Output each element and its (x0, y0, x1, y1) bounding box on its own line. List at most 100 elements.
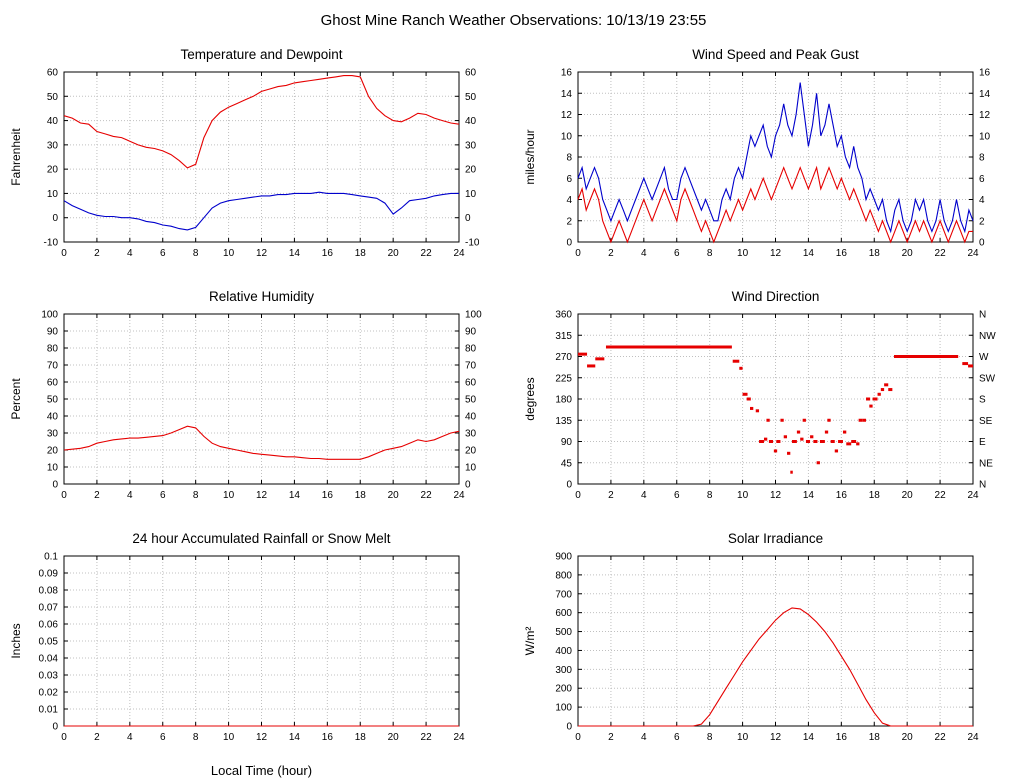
wind-speed-gust-panel: Wind Speed and Peak Gust 0 2 4 6 8 10 12 14 16 18… (521, 46, 1021, 280)
svg-text:8: 8 (193, 732, 199, 743)
svg-text:8: 8 (566, 153, 572, 164)
svg-text:N: N (979, 310, 986, 321)
svg-text:2: 2 (608, 732, 614, 743)
svg-text:12: 12 (979, 110, 991, 121)
svg-text:0.02: 0.02 (39, 688, 59, 699)
svg-text:40: 40 (47, 116, 59, 127)
svg-text:10: 10 (223, 732, 235, 743)
svg-text:8: 8 (707, 732, 713, 743)
svg-text:2: 2 (566, 216, 572, 227)
svg-text:0: 0 (979, 238, 985, 249)
svg-text:16: 16 (836, 732, 848, 743)
svg-text:8: 8 (707, 490, 713, 501)
svg-text:30: 30 (465, 429, 477, 440)
svg-text:10: 10 (465, 189, 477, 200)
wind-direction-chart: 0 2 4 6 8 10 12 14 16 18 20 22 240459013518022527031… (523, 310, 996, 502)
svg-text:10: 10 (47, 189, 59, 200)
charts-grid: Temperature and Dewpoint 0 2 4 6 8 10 12 14 16 18… (0, 34, 1027, 780)
svg-text:0: 0 (575, 248, 581, 259)
svg-text:30: 30 (47, 429, 59, 440)
svg-text:4: 4 (127, 248, 133, 259)
svg-text:0.06: 0.06 (39, 620, 59, 631)
svg-text:800: 800 (555, 570, 572, 581)
svg-text:10: 10 (737, 248, 749, 259)
svg-text:12: 12 (256, 248, 268, 259)
svg-text:40: 40 (465, 412, 477, 423)
svg-text:24: 24 (453, 248, 465, 259)
svg-text:2: 2 (94, 732, 100, 743)
svg-text:14: 14 (289, 248, 301, 259)
svg-text:2: 2 (94, 248, 100, 259)
svg-text:Percent: Percent (9, 378, 23, 420)
svg-text:16: 16 (322, 490, 334, 501)
svg-text:600: 600 (555, 608, 572, 619)
svg-text:6: 6 (160, 490, 166, 501)
svg-text:22: 22 (421, 490, 433, 501)
svg-text:22: 22 (935, 490, 947, 501)
svg-text:14: 14 (803, 490, 815, 501)
svg-text:0.08: 0.08 (39, 586, 59, 597)
svg-text:16: 16 (836, 490, 848, 501)
svg-text:14: 14 (289, 732, 301, 743)
svg-text:12: 12 (770, 248, 782, 259)
svg-text:12: 12 (770, 490, 782, 501)
svg-text:Fahrenheit: Fahrenheit (9, 128, 23, 186)
svg-text:10: 10 (979, 131, 991, 142)
svg-text:0: 0 (61, 490, 67, 501)
svg-text:16: 16 (979, 68, 991, 79)
svg-text:18: 18 (355, 248, 367, 259)
svg-text:60: 60 (465, 378, 477, 389)
svg-text:20: 20 (47, 446, 59, 457)
svg-text:24: 24 (453, 732, 465, 743)
svg-text:0.01: 0.01 (39, 705, 59, 716)
svg-text:8: 8 (193, 490, 199, 501)
svg-text:8: 8 (979, 153, 985, 164)
svg-text:E: E (979, 437, 986, 448)
svg-text:10: 10 (561, 131, 573, 142)
svg-text:22: 22 (421, 732, 433, 743)
svg-text:0.1: 0.1 (44, 552, 58, 563)
svg-text:100: 100 (465, 310, 482, 321)
svg-text:6: 6 (979, 174, 985, 185)
svg-text:10: 10 (223, 248, 235, 259)
page-title: Ghost Mine Ranch Weather Observations: 1… (320, 12, 707, 29)
svg-text:degrees: degrees (523, 377, 537, 420)
svg-text:20: 20 (388, 732, 400, 743)
svg-text:6: 6 (566, 174, 572, 185)
svg-text:14: 14 (803, 248, 815, 259)
wind-speed-gust-title: Wind Speed and Peak Gust (692, 47, 859, 62)
svg-text:6: 6 (674, 490, 680, 501)
x-axis-label: Local Time (hour) (210, 763, 313, 778)
svg-text:360: 360 (555, 310, 572, 321)
svg-text:miles/hour: miles/hour (523, 129, 537, 184)
svg-text:500: 500 (555, 627, 572, 638)
svg-text:20: 20 (902, 490, 914, 501)
svg-text:NE: NE (979, 458, 993, 469)
svg-text:50: 50 (465, 92, 477, 103)
svg-text:20: 20 (47, 165, 59, 176)
svg-text:80: 80 (465, 344, 477, 355)
svg-text:700: 700 (555, 589, 572, 600)
svg-text:30: 30 (465, 140, 477, 151)
svg-text:270: 270 (555, 352, 572, 363)
svg-text:2: 2 (608, 490, 614, 501)
svg-text:18: 18 (355, 732, 367, 743)
svg-text:14: 14 (561, 89, 573, 100)
rainfall-title: 24 hour Accumulated Rainfall or Snow Mel… (132, 531, 391, 546)
svg-text:12: 12 (770, 732, 782, 743)
svg-text:8: 8 (707, 248, 713, 259)
svg-text:2: 2 (979, 216, 985, 227)
svg-text:0.03: 0.03 (39, 671, 59, 682)
svg-text:90: 90 (561, 437, 573, 448)
svg-text:14: 14 (803, 732, 815, 743)
relative-humidity-title: Relative Humidity (208, 289, 315, 304)
svg-text:10: 10 (737, 490, 749, 501)
svg-text:22: 22 (935, 248, 947, 259)
svg-text:20: 20 (465, 446, 477, 457)
svg-text:10: 10 (737, 732, 749, 743)
svg-text:400: 400 (555, 646, 572, 657)
svg-text:24: 24 (453, 490, 465, 501)
